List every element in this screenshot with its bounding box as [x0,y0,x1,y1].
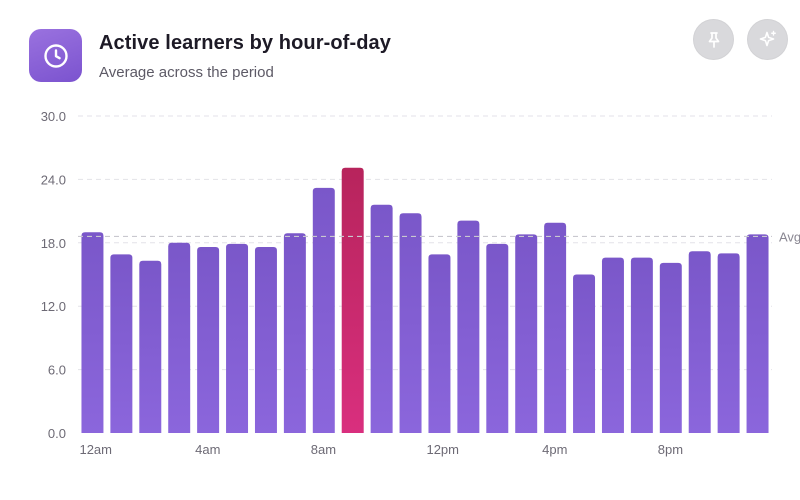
y-tick-label: 6.0 [48,363,66,378]
bar[interactable] [139,260,162,433]
bar[interactable] [630,257,653,433]
bar-highlighted[interactable] [341,167,364,433]
x-tick-label: 4pm [542,442,567,457]
bar[interactable] [226,243,249,433]
bar[interactable] [254,247,277,433]
bar[interactable] [312,187,335,433]
grid-lines [78,115,772,371]
chart-subtitle: Average across the period [99,64,274,81]
bar[interactable] [717,253,740,433]
y-tick-label: 12.0 [41,299,66,314]
bar[interactable] [659,262,682,433]
bars [81,167,769,434]
bar[interactable] [746,234,769,433]
bar[interactable] [197,247,220,433]
bar[interactable] [573,274,596,434]
average-line-group: Avg [78,229,800,244]
y-tick-label: 0.0 [48,426,66,441]
x-tick-label: 12pm [426,442,459,457]
x-tick-label: 4am [195,442,220,457]
sparkles-icon [759,30,776,46]
y-axis-ticks: 30.0 24.0 18.0 12.0 6.0 0.0 [41,109,66,441]
x-axis-ticks: 12am 4am 8am 12pm 4pm 8pm [79,442,683,457]
bar[interactable] [110,254,133,433]
y-tick-label: 30.0 [41,109,66,124]
bar[interactable] [457,220,480,433]
pin-button[interactable] [693,19,734,60]
average-label: Avg [779,229,800,244]
bar[interactable] [399,213,422,433]
pin-icon [708,31,719,48]
y-tick-label: 18.0 [41,236,66,251]
x-tick-label: 8pm [658,442,683,457]
clock-icon [29,29,82,82]
ai-insights-button[interactable] [747,19,788,60]
bar[interactable] [428,254,451,433]
bar[interactable] [544,222,567,433]
bar[interactable] [81,232,104,433]
y-tick-label: 24.0 [41,172,66,187]
bar[interactable] [601,257,624,433]
bar[interactable] [515,234,538,433]
chart-title: Active learners by hour-of-day [99,32,391,54]
bar[interactable] [486,243,509,433]
bar[interactable] [283,233,306,433]
x-tick-label: 12am [79,442,112,457]
bar[interactable] [688,251,711,433]
bar[interactable] [168,242,191,433]
x-tick-label: 8am [311,442,336,457]
bar[interactable] [370,204,393,433]
